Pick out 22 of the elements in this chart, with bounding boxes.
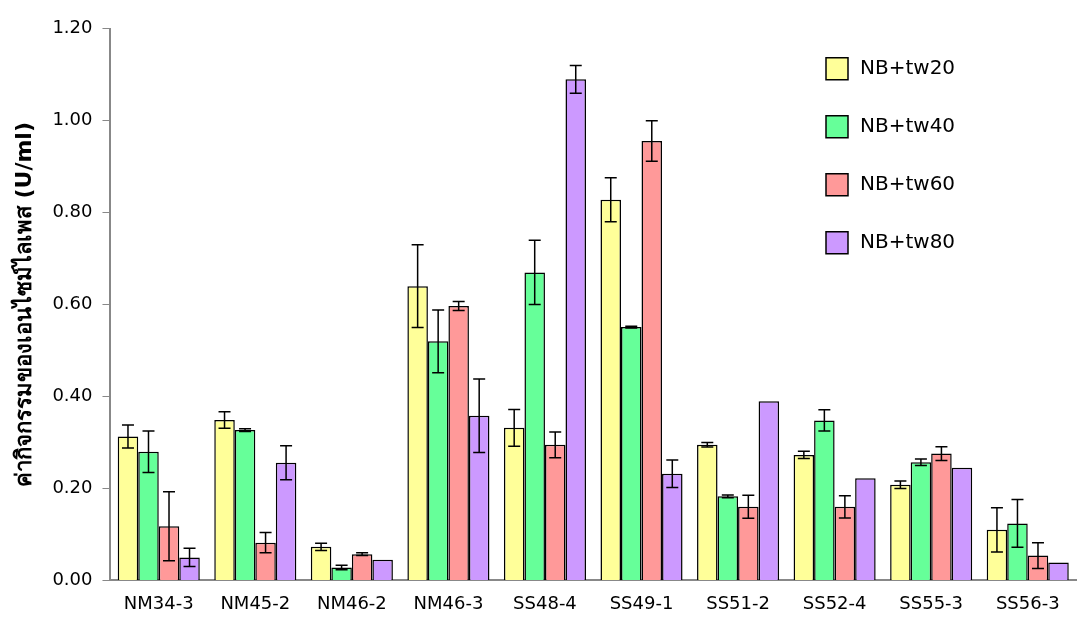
y-tick-label: 0.20: [52, 476, 93, 498]
x-tick-label: SS49-1: [609, 591, 674, 613]
x-tick-label: SS48-4: [513, 591, 577, 613]
x-tick-label: SS52-4: [802, 591, 867, 613]
legend-label: NB+tw20: [860, 55, 956, 79]
y-tick-label: 0.00: [52, 568, 93, 590]
legend-label: NB+tw60: [860, 171, 956, 195]
x-tick-label: NM46-3: [413, 591, 484, 613]
y-axis-title: ค่ากิจกรรมของเอนไซม์ไลเพส (U/ml): [9, 122, 36, 488]
legend-label: NB+tw80: [860, 229, 956, 253]
y-tick-label: 1.20: [52, 16, 93, 38]
y-tick-label: 0.80: [52, 200, 93, 222]
x-tick-label: SS56-3: [995, 591, 1060, 613]
y-tick-label: 0.60: [52, 292, 93, 314]
x-tick-label: NM34-3: [123, 591, 194, 613]
legend-label: NB+tw40: [860, 113, 956, 137]
x-tick-label: SS51-2: [706, 591, 770, 613]
x-tick-label: SS55-3: [899, 591, 964, 613]
x-tick-label: NM46-2: [316, 591, 387, 613]
y-tick-label: 0.40: [52, 384, 93, 406]
y-tick-label: 1.00: [52, 108, 93, 130]
x-tick-label: NM45-2: [220, 591, 291, 613]
